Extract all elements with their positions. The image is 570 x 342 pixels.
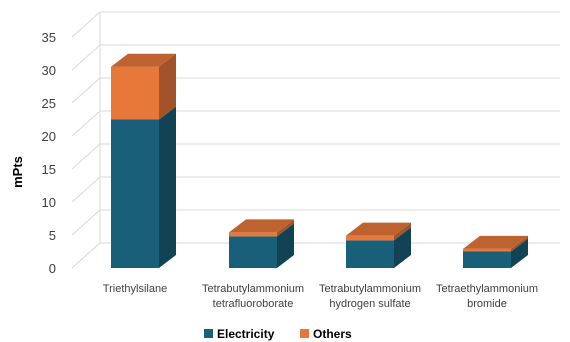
y-tick-label: 20 [42, 129, 56, 144]
legend-label-electricity: Electricity [217, 327, 275, 341]
bar-side-others [394, 222, 411, 241]
gridline-diag [71, 11, 101, 38]
bar-side-electricity [394, 227, 411, 268]
bar-top [229, 219, 294, 233]
bar-stack [229, 219, 294, 268]
bar-side-others [511, 235, 528, 252]
gridline-diag [71, 143, 101, 170]
y-tick-label: 5 [49, 228, 56, 243]
category-label: Tetrabutylammonium tetrafluoroborate [202, 283, 304, 310]
bar-stack [346, 222, 411, 268]
gridline-diag [71, 209, 101, 236]
bar-segment-electricity [463, 251, 511, 268]
y-tick-label: 15 [42, 162, 56, 177]
bar-side-electricity [511, 238, 528, 268]
legend-label-others: Others [313, 327, 352, 341]
gridline-diag [71, 44, 101, 71]
y-tick-labels: 0 5 10 15 20 25 30 35 [42, 30, 56, 276]
gridlines [71, 11, 560, 269]
category-labels: Triethylsilane Tetrabutylammonium tetraflu… [103, 283, 538, 310]
gridline-diag [71, 242, 101, 269]
bar-side-electricity [159, 106, 176, 268]
y-axis-label: mPts [10, 156, 25, 188]
bar-top [346, 222, 411, 236]
bar-segment-electricity [229, 236, 277, 268]
legend-swatch-others [300, 329, 309, 338]
y-tick-label: 25 [42, 96, 56, 111]
bar-top [111, 53, 176, 67]
category-label: Triethylsilane [103, 283, 167, 295]
y-tick-label: 30 [42, 63, 56, 78]
gridline-diag [71, 77, 101, 104]
y-tick-label: 10 [42, 195, 56, 210]
gridline-diag [71, 110, 101, 137]
bar-segment-others [346, 235, 394, 241]
bar-segment-electricity [346, 240, 394, 268]
category-label: Tetrabutylammonium hydrogen sulfate [319, 283, 421, 310]
bar-segment-others [463, 248, 511, 252]
y-tick-label: 0 [49, 261, 56, 276]
category-label: Tetraethylammonium bromide [436, 283, 538, 310]
legend: Electricity Others [204, 327, 352, 341]
bar-segment-electricity [111, 119, 159, 268]
bar-stack [463, 235, 528, 268]
bar-stack [111, 53, 176, 268]
y-tick-label: 35 [42, 30, 56, 45]
bar-segment-others [229, 232, 277, 237]
bar-side-others [159, 53, 176, 120]
bars [111, 53, 528, 268]
bar-top [463, 235, 528, 249]
legend-swatch-electricity [204, 329, 213, 338]
bar-side-electricity [277, 223, 294, 268]
bar-side-others [277, 219, 294, 237]
gridline-diag [71, 176, 101, 203]
bar-segment-others [111, 66, 159, 120]
